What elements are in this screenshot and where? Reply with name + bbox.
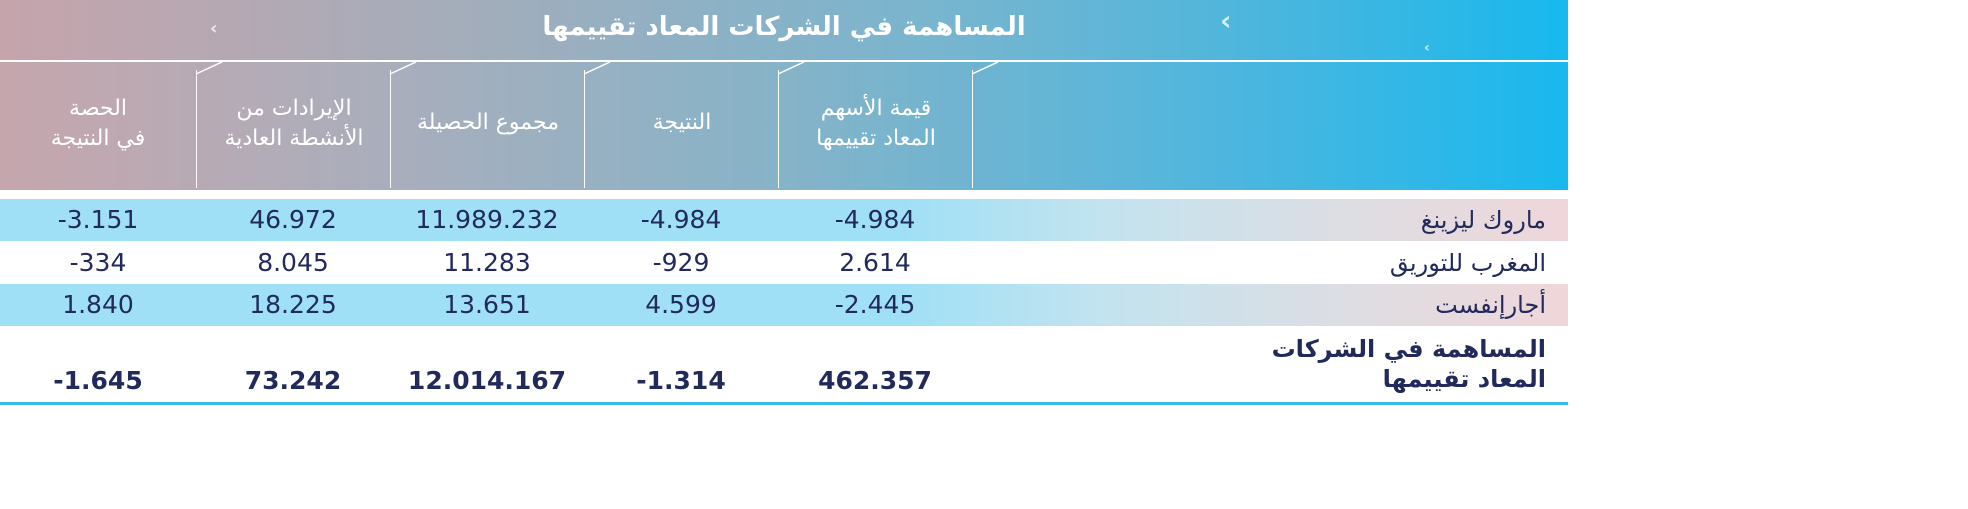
total-cell: -1.314 xyxy=(636,366,726,395)
total-label-line: المساهمة في الشركات xyxy=(1271,335,1546,363)
bottom-rule xyxy=(0,402,1568,405)
column-header-share-in-result: الحصة في النتيجة xyxy=(0,70,196,188)
total-cell: 462.357 xyxy=(818,366,932,395)
table-row: 2.614 -929 11.283 8.045 -334 المغرب للتو… xyxy=(0,242,1568,284)
table-title: المساهمة في الشركات المعاد تقييمها xyxy=(542,12,1026,42)
table-cell: 11.283 xyxy=(443,248,531,277)
column-header-line: في النتيجة xyxy=(50,126,146,151)
column-header-line: قيمة الأسهم xyxy=(820,96,932,121)
table-cell: 11.989.232 xyxy=(415,205,559,234)
total-label-line: المعاد تقييمها xyxy=(1382,365,1546,393)
table-cell: -929 xyxy=(652,248,710,277)
total-cell: 12.014.167 xyxy=(407,366,567,395)
column-header-revalued-shares: قيمة الأسهم المعاد تقييمها xyxy=(778,70,973,188)
table-cell: 8.045 xyxy=(257,248,329,277)
row-label: ماروك ليزينغ xyxy=(1420,206,1546,234)
table-row: -4.984 -4.984 11.989.232 46.972 -3.151 م… xyxy=(0,199,1568,241)
table-cell: 1.840 xyxy=(62,290,134,319)
table-cell: -4.984 xyxy=(834,205,916,234)
column-header-line: المعاد تقييمها xyxy=(816,126,936,151)
total-row: 462.357 -1.314 12.014.167 73.242 -1.645 … xyxy=(0,334,1568,398)
column-header-line: الأنشطة العادية xyxy=(224,126,364,151)
column-header-label-spacer xyxy=(972,70,1569,188)
column-header-line: مجموع الحصيلة xyxy=(416,110,559,135)
table-cell: -334 xyxy=(69,248,127,277)
column-header-result: النتيجة xyxy=(584,70,779,188)
column-header-line: الإيرادات من xyxy=(236,96,352,121)
table-cell: 4.599 xyxy=(645,290,717,319)
header-notch-decor xyxy=(195,62,999,75)
header-band xyxy=(0,62,1568,190)
title-band xyxy=(0,0,1568,60)
table-cell: 2.614 xyxy=(839,248,911,277)
table-cell: 46.972 xyxy=(249,205,337,234)
row-label: أجارإنفست xyxy=(1435,291,1546,319)
total-label: المساهمة في الشركات المعاد تقييمها xyxy=(1272,334,1546,394)
chevron-decor-icon: ‹ xyxy=(1220,4,1232,37)
chevron-decor-icon: ‹ xyxy=(1424,40,1430,56)
table-page: المساهمة في الشركات المعاد تقييمها ‹ ‹ ‹… xyxy=(0,0,1568,405)
column-header-revenue: الإيرادات من الأنشطة العادية xyxy=(196,70,391,188)
column-header-line: النتيجة xyxy=(652,110,712,135)
total-cell: 73.242 xyxy=(244,366,342,395)
table-cell: 18.225 xyxy=(249,290,337,319)
row-label: المغرب للتوريق xyxy=(1389,249,1546,277)
table-cell: -4.984 xyxy=(640,205,722,234)
table-cell: -3.151 xyxy=(57,205,139,234)
table-row: -2.445 4.599 13.651 18.225 1.840 أجارإنف… xyxy=(0,284,1568,326)
column-header-total-proceeds: مجموع الحصيلة xyxy=(390,70,585,188)
table-cell: -2.445 xyxy=(834,290,916,319)
table-cell: 13.651 xyxy=(443,290,531,319)
chevron-decor-icon: ‹ xyxy=(210,18,218,39)
column-header-line: الحصة xyxy=(69,96,127,121)
total-cell: -1.645 xyxy=(53,366,143,395)
